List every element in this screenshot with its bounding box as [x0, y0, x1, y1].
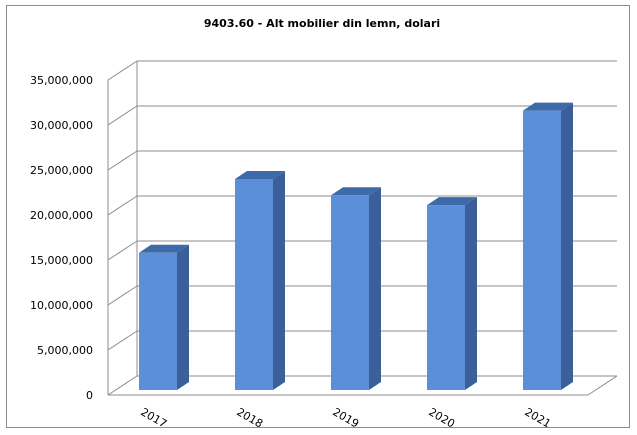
gridline-side — [107, 105, 138, 126]
bar-2020 — [427, 205, 465, 390]
x-tick-label: 2021 — [522, 405, 553, 430]
y-tick-label: 10,000,000 — [30, 299, 93, 312]
chart-title: 9403.60 - Alt mobilier din lemn, dolari — [204, 17, 440, 30]
bar-side — [273, 171, 285, 390]
y-tick-label: 5,000,000 — [37, 344, 93, 357]
bar-top — [139, 244, 189, 253]
bar-2017 — [139, 252, 177, 390]
floor-right-edge — [587, 375, 618, 396]
bar-top — [235, 171, 285, 179]
gridline-side — [107, 375, 138, 396]
bar-2021 — [523, 110, 561, 390]
y-tick-label: 25,000,000 — [30, 164, 93, 177]
gridline-side — [107, 60, 138, 81]
y-axis-ticks: 0 5,000,000 10,000,000 15,000,000 20,000,000… — [30, 74, 93, 402]
bar-2019 — [331, 195, 369, 390]
bar-side — [465, 197, 477, 390]
y-tick-label: 15,000,000 — [30, 254, 93, 267]
x-tick-label: 2019 — [330, 405, 361, 430]
bars — [139, 102, 573, 390]
bar-side — [177, 244, 189, 390]
y-tick-label: 35,000,000 — [30, 74, 93, 87]
gridline-side — [107, 330, 138, 351]
bar-side — [561, 102, 573, 390]
x-tick-label: 2018 — [234, 405, 265, 430]
x-axis-ticks: 2017 2018 2019 2020 2021 — [138, 405, 553, 430]
bar-top — [427, 197, 477, 206]
gridline-side — [107, 195, 138, 216]
bar-top — [523, 102, 573, 111]
gridline-side — [107, 150, 138, 171]
y-tick-label: 30,000,000 — [30, 119, 93, 132]
x-tick-label: 2017 — [138, 405, 169, 430]
y-tick-label: 0 — [86, 389, 93, 402]
bar-2018 — [235, 179, 273, 390]
bar-side — [369, 187, 381, 390]
gridline-side — [107, 240, 138, 261]
x-tick-label: 2020 — [426, 405, 457, 430]
bar-top — [331, 187, 381, 196]
gridline-side — [107, 285, 138, 306]
y-tick-label: 20,000,000 — [30, 209, 93, 222]
